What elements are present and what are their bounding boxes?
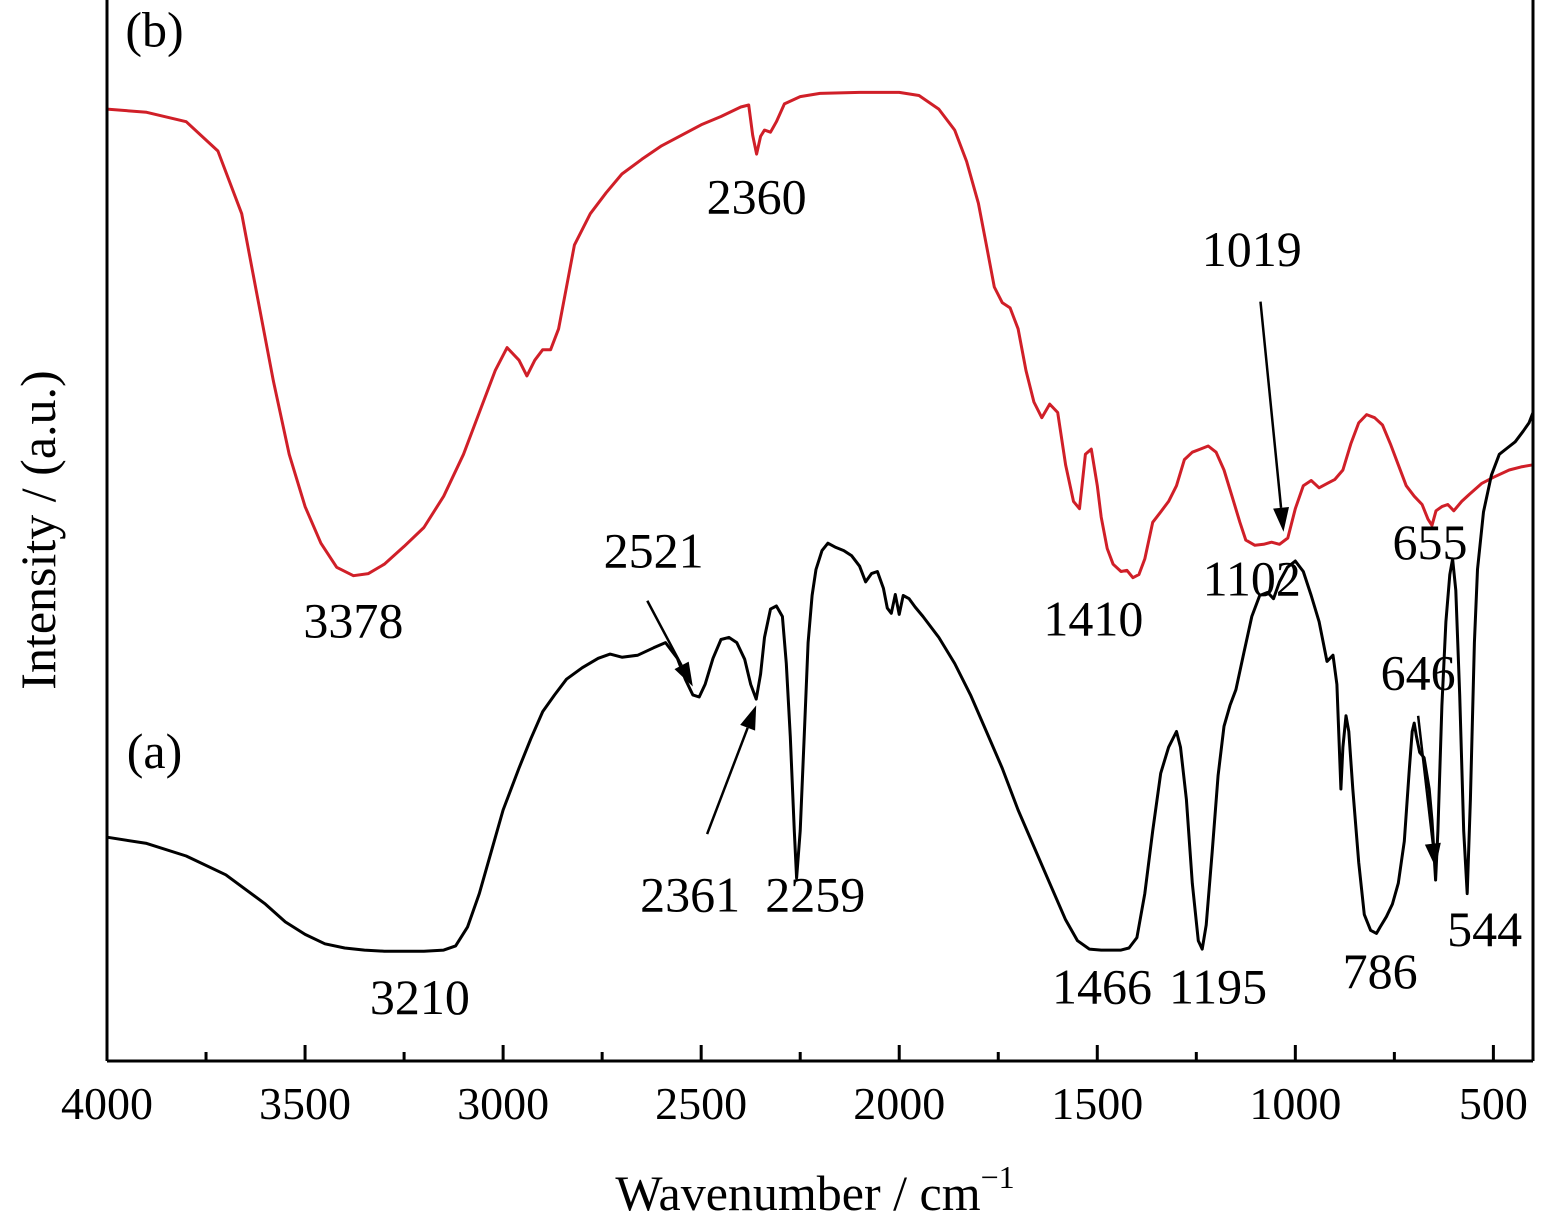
- peak-label-3378: 3378: [303, 592, 403, 648]
- x-axis-title: Wavenumber / cm−1: [615, 1159, 1014, 1221]
- peak-label-1195: 1195: [1169, 958, 1267, 1014]
- series-line-b: [106, 90, 1534, 580]
- peak-label-1019: 1019: [1202, 221, 1302, 277]
- series-layer: [106, 90, 1535, 953]
- tick-layer: 4000 3500 3000 2500 2000 1500 1000 500: [61, 1045, 1528, 1129]
- x-tick-label: 1000: [1249, 1078, 1341, 1129]
- x-tick-label: 1500: [1051, 1078, 1143, 1129]
- peak-arrowhead-2361: [740, 705, 757, 731]
- x-axis-title-superscript: −1: [981, 1159, 1015, 1195]
- peak-label-3210: 3210: [370, 969, 470, 1025]
- peak-label-2521: 2521: [604, 522, 704, 578]
- panel-label: (a): [127, 723, 183, 779]
- peak-arrow-646: [1416, 715, 1435, 844]
- x-tick-label: 4000: [61, 1078, 153, 1129]
- x-tick-label: 3000: [457, 1078, 549, 1129]
- peak-arrowhead-1019: [1273, 507, 1289, 532]
- peak-label-2259: 2259: [765, 866, 865, 922]
- peak-label-544: 544: [1447, 901, 1522, 957]
- panel-label: (b): [125, 1, 183, 57]
- peak-label-2360: 2360: [707, 169, 807, 225]
- x-tick-label: 3500: [259, 1078, 351, 1129]
- peak-label-786: 786: [1343, 943, 1418, 999]
- series-line-a: [106, 411, 1535, 953]
- peak-label-1410: 1410: [1043, 590, 1143, 646]
- peak-arrowhead-646: [1424, 842, 1441, 868]
- peak-label-655: 655: [1393, 514, 1468, 570]
- peak-label-646: 646: [1381, 645, 1456, 701]
- peak-label-2361: 2361: [640, 866, 740, 922]
- x-tick-label: 500: [1459, 1078, 1528, 1129]
- peak-arrow-2521: [646, 600, 683, 666]
- peak-arrowhead-2521: [674, 661, 693, 687]
- peak-label-1466: 1466: [1052, 958, 1152, 1014]
- y-axis-title: Intensity / (a.u.): [10, 370, 66, 689]
- peak-label-1102: 1102: [1203, 551, 1301, 607]
- x-tick-label: 2500: [655, 1078, 747, 1129]
- x-axis-title-text: Wavenumber / cm: [615, 1165, 980, 1221]
- annotation-layer: (b) (a) 3378 2360 1410 1102 1019 655 3210 2521 236…: [125, 1, 1522, 1025]
- peak-arrow-2361: [705, 727, 749, 835]
- peak-arrow-1019: [1259, 301, 1283, 508]
- x-tick-label: 2000: [853, 1078, 945, 1129]
